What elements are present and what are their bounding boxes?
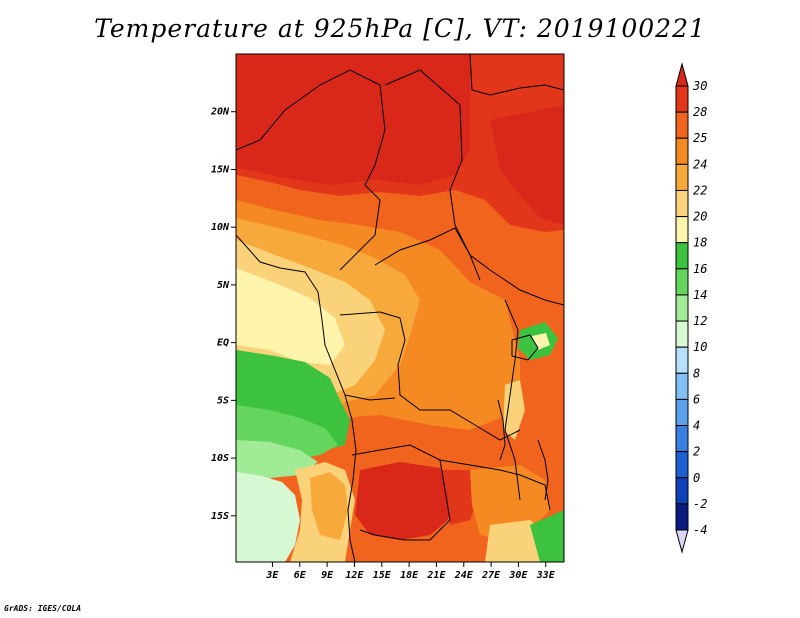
lon-tick-label: 6E: [294, 570, 307, 581]
border-east-1: [469, 54, 564, 96]
lon-tick-label: 15E: [373, 570, 392, 581]
colorbar-box: [675, 137, 689, 165]
lon-tick-label: 24E: [454, 570, 474, 581]
colorbar-box: [675, 477, 689, 505]
contour-18-20: [236, 268, 345, 365]
colorbar-label: 12: [693, 314, 707, 328]
coastline-west: [236, 234, 357, 562]
colorbar-box: [675, 163, 689, 191]
colorbar-bottom-arrow: [675, 529, 689, 554]
software-credit: GrADS: IGES/COLA: [4, 604, 82, 613]
colorbar-box: [675, 85, 689, 113]
border-north-1: [236, 69, 386, 271]
border-central-2: [339, 311, 521, 441]
colorbar-label: 2: [693, 445, 700, 459]
colorbar-label: 28: [693, 105, 707, 119]
colorbar-label: 6: [693, 392, 700, 406]
lat-tick-label: 5S: [217, 395, 229, 406]
colorbar-label: 16: [693, 262, 707, 276]
border-central-1: [374, 227, 564, 306]
contour-above-30-south: [355, 462, 455, 540]
colorbar-box: [675, 372, 689, 400]
map-title: Temperature at 925hPa [C], VT: 201910022…: [94, 14, 706, 43]
colorbar-box: [675, 111, 689, 139]
border-southern-1: [351, 444, 451, 541]
lon-tick-label: 33E: [536, 570, 556, 581]
colorbar-box: [675, 216, 689, 244]
temperature-field: [236, 54, 564, 562]
contour-20-22-eastafrica: [503, 380, 525, 440]
lat-tick-label: 5N: [217, 280, 230, 291]
colorbar-box: [675, 189, 689, 218]
lake-malawi: [537, 439, 549, 501]
lon-tick-label: 3E: [265, 570, 279, 581]
country-borders: [236, 54, 564, 562]
colorbar-label: 0: [693, 471, 700, 485]
lon-tick-label: 30E: [508, 570, 528, 581]
colorbar-box: [675, 242, 689, 270]
lon-tick-label: 12E: [345, 570, 364, 581]
contour-28-30-south: [440, 470, 480, 525]
lat-tick-label: 20N: [210, 107, 230, 118]
colorbar-box: [675, 346, 689, 374]
colorbar-label: 8: [693, 366, 700, 380]
lat-tick-label: 10S: [211, 453, 229, 464]
colorbar-label: 14: [693, 288, 707, 302]
colorbar-label: 24: [693, 157, 707, 171]
contour-10-12: [236, 472, 300, 562]
colorbar-label: -2: [693, 497, 707, 511]
colorbar-box: [675, 398, 689, 427]
colorbar-box: [675, 268, 689, 296]
lat-tick-label: EQ: [217, 338, 229, 349]
colorbar-label: 4: [693, 419, 700, 433]
colorbar-box: [675, 425, 689, 453]
contour-above-30-east: [490, 105, 564, 225]
colorbar-label: 20: [693, 210, 707, 224]
colorbar-label: 25: [693, 131, 707, 145]
colorbar-label: -4: [693, 523, 707, 537]
border-central-3: [344, 394, 396, 401]
lon-tick-label: 18E: [400, 570, 419, 581]
contour-above-30-north: [236, 54, 470, 185]
colorbar-top-arrow: [675, 62, 689, 87]
lake-tanganyika: [497, 399, 506, 461]
colorbar-box: [675, 503, 689, 531]
border-east-2: [504, 299, 521, 501]
lat-tick-label: 10N: [211, 222, 230, 233]
colorbar-label: 22: [693, 183, 707, 197]
colorbar-label: 30: [692, 79, 707, 93]
lon-tick-label: 21E: [426, 570, 446, 581]
latitude-axis: 20N 15N 10N 5N EQ 5S 10S 15S: [210, 107, 236, 522]
longitude-axis: 3E 6E 9E 12E 15E 18E 21E 24E 27E 30E 33E: [265, 562, 556, 581]
colorbar-box: [675, 451, 689, 479]
colorbar-box: [675, 294, 689, 322]
map-frame: [235, 53, 565, 563]
lake-victoria: [511, 334, 539, 361]
border-southern-2: [439, 459, 551, 511]
lon-tick-label: 27E: [481, 570, 501, 581]
colorbar-label: 10: [693, 340, 707, 354]
lat-tick-label: 15N: [211, 164, 230, 175]
contour-16-18-southeast: [530, 510, 564, 562]
lat-tick-label: 15S: [211, 511, 229, 522]
colorbar-label: 18: [693, 236, 707, 250]
colorbar-box: [675, 320, 689, 348]
lon-tick-label: 9E: [321, 570, 334, 581]
contour-22-24-south: [310, 472, 348, 540]
